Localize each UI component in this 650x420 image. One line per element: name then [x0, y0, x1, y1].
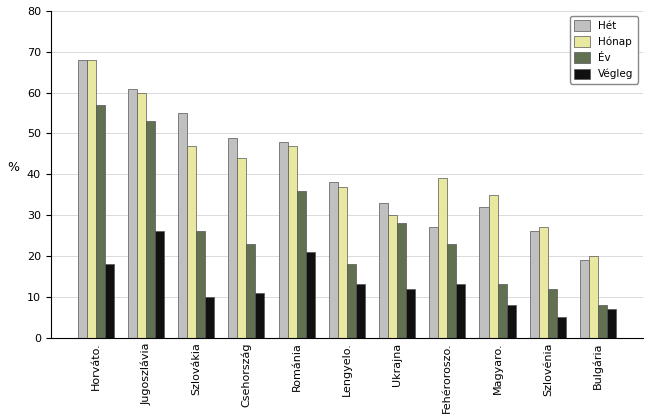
Bar	[228, 137, 237, 338]
Bar	[598, 305, 607, 338]
Bar	[246, 244, 255, 338]
Bar	[255, 293, 265, 338]
Bar	[506, 305, 515, 338]
Bar	[146, 121, 155, 338]
Bar	[196, 231, 205, 338]
Bar	[497, 284, 506, 338]
Bar	[178, 113, 187, 338]
Bar	[379, 203, 388, 338]
Bar	[607, 309, 616, 338]
Bar	[356, 284, 365, 338]
Bar	[489, 195, 497, 338]
Bar	[287, 146, 296, 338]
Bar	[347, 264, 356, 338]
Bar	[530, 231, 539, 338]
Bar	[406, 289, 415, 338]
Bar	[589, 256, 598, 338]
Bar	[539, 227, 548, 338]
Bar	[237, 158, 246, 338]
Bar	[388, 215, 397, 338]
Bar	[128, 89, 137, 338]
Bar	[429, 227, 438, 338]
Bar	[548, 289, 557, 338]
Bar	[456, 284, 465, 338]
Bar	[155, 231, 164, 338]
Y-axis label: %: %	[7, 161, 19, 174]
Bar	[329, 182, 338, 338]
Legend: Hét, Hónap, Év, Végleg: Hét, Hónap, Év, Végleg	[570, 16, 638, 84]
Bar	[296, 191, 306, 338]
Bar	[77, 60, 86, 338]
Bar	[279, 142, 287, 338]
Bar	[338, 186, 347, 338]
Bar	[447, 244, 456, 338]
Bar	[86, 60, 96, 338]
Bar	[96, 105, 105, 338]
Bar	[438, 178, 447, 338]
Bar	[306, 252, 315, 338]
Bar	[137, 92, 146, 338]
Bar	[580, 260, 589, 338]
Bar	[480, 207, 489, 338]
Bar	[557, 317, 566, 338]
Bar	[187, 146, 196, 338]
Bar	[397, 223, 406, 338]
Bar	[105, 264, 114, 338]
Bar	[205, 297, 214, 338]
